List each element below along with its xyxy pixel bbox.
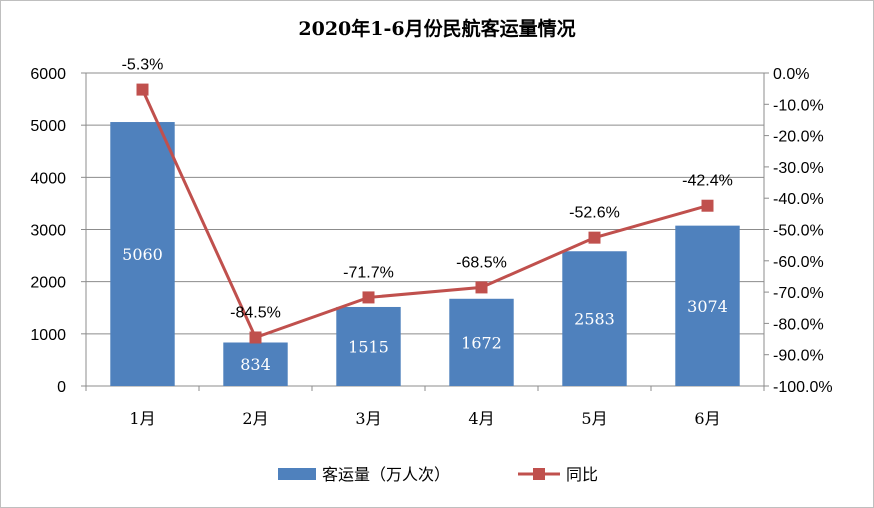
bar — [675, 225, 740, 386]
x-axis-tick-label: 1月 — [129, 409, 155, 428]
right-axis-tick-label: -40.0% — [773, 191, 824, 208]
line-point-marker — [701, 199, 714, 212]
line-data-label: -5.3% — [122, 57, 164, 74]
chart-title: 2020年1-6月份民航客运量情况 — [298, 18, 576, 40]
line-data-label: -71.7% — [343, 264, 394, 281]
right-axis-tick-label: -10.0% — [773, 97, 824, 114]
right-axis-tick-label: -50.0% — [773, 223, 824, 240]
left-axis-tick-label: 6000 — [30, 66, 66, 83]
legend-line-marker — [533, 468, 545, 480]
line-point-marker — [588, 231, 601, 244]
line-data-label: -52.6% — [569, 205, 620, 222]
right-axis-tick-label: -70.0% — [773, 285, 824, 302]
left-axis-tick-label: 4000 — [30, 170, 66, 187]
line-point-marker — [362, 291, 375, 304]
line-point-marker — [249, 331, 262, 344]
bar — [223, 342, 288, 386]
legend-line-label: 同比 — [566, 465, 598, 484]
x-axis-tick-label: 3月 — [355, 409, 381, 428]
left-axis-tick-label: 2000 — [30, 275, 66, 292]
line-point-marker — [136, 83, 149, 96]
right-axis-tick-label: -20.0% — [773, 129, 824, 146]
bar — [562, 251, 627, 386]
bar — [110, 122, 175, 386]
bar-data-label: 5060 — [122, 245, 163, 264]
left-axis-tick-label: 3000 — [30, 223, 66, 240]
legend-bar-label: 客运量（万人次） — [322, 465, 450, 484]
line-data-label: -84.5% — [230, 304, 281, 321]
left-axis-tick-label: 0 — [57, 379, 66, 396]
bar-data-label: 3074 — [687, 297, 728, 316]
bar-data-label: 834 — [240, 355, 271, 374]
line-point-marker — [475, 281, 488, 294]
right-axis-tick-label: -60.0% — [773, 254, 824, 271]
right-axis-tick-label: -90.0% — [773, 348, 824, 365]
left-axis-tick-label: 5000 — [30, 118, 66, 135]
line-series-path — [141, 88, 708, 340]
bar-data-label: 1515 — [348, 337, 389, 356]
bar-data-label: 2583 — [574, 310, 615, 329]
x-axis-tick-label: 6月 — [694, 409, 720, 428]
right-axis-tick-label: -80.0% — [773, 316, 824, 333]
bar — [449, 298, 514, 386]
bar-data-label: 1672 — [461, 333, 502, 352]
left-axis-tick-label: 1000 — [30, 327, 66, 344]
line-data-label: -68.5% — [456, 254, 507, 271]
line-data-label: -42.4% — [682, 173, 733, 190]
legend-bar-swatch — [278, 468, 316, 480]
x-axis-tick-label: 5月 — [581, 409, 607, 428]
bar — [336, 306, 401, 386]
right-axis-tick-label: -30.0% — [773, 160, 824, 177]
x-axis-tick-label: 4月 — [468, 409, 494, 428]
right-axis-tick-label: 0.0% — [773, 66, 809, 83]
right-axis-tick-label: -100.0% — [773, 379, 833, 396]
x-axis-tick-label: 2月 — [242, 409, 268, 428]
